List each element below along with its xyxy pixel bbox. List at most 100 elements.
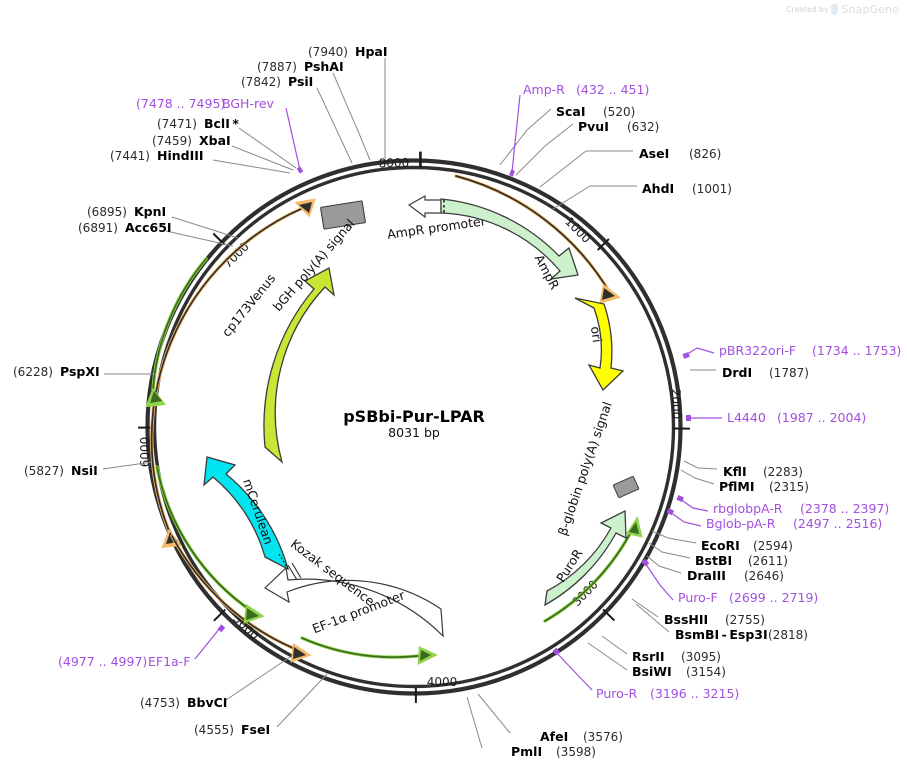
enzyme-pshai[interactable]: (7887) PshAI	[257, 59, 344, 74]
enzyme-nsii[interactable]: (5827) NsiI	[24, 463, 98, 478]
enzyme-bsshii[interactable]: BssHII (2755)	[664, 612, 765, 627]
enzyme-position: (5827)	[24, 464, 64, 478]
enzyme-pspxi[interactable]: (6228) PspXI	[13, 364, 100, 379]
enzyme-label: PflMI	[719, 479, 755, 494]
page-title: pSBbi-Pur-LPAR	[343, 407, 485, 426]
enzyme-position: (2646)	[744, 569, 784, 583]
enzyme-bsiwi[interactable]: BsiWI (3154)	[632, 664, 726, 679]
enzyme-position: (520)	[603, 105, 635, 119]
primer-range: (432 .. 451)	[576, 82, 649, 97]
primer-bglob-pa-r[interactable]: Bglob-pA-R (2497 .. 2516)	[706, 516, 882, 531]
feature-kozak[interactable]: Kozak sequence	[287, 536, 378, 609]
enzyme-rsrii[interactable]: RsrII (3095)	[632, 649, 721, 664]
enzyme-position: (2594)	[753, 539, 793, 553]
enzyme-pflmi[interactable]: PflMI (2315)	[719, 479, 809, 494]
orf-outline-tracks	[145, 174, 643, 666]
enzyme-bsmbi-esp3i[interactable]: BsmBI - Esp3I (2818)	[675, 627, 808, 642]
enzyme-position: (2755)	[725, 613, 765, 627]
enzyme-hindiii[interactable]: (7441) HindIII	[110, 148, 204, 163]
enzyme-label: Acc65I	[125, 220, 172, 235]
enzyme-psii[interactable]: (7842) PsiI	[241, 74, 313, 89]
enzyme-hpai[interactable]: (7940) HpaI	[308, 44, 388, 59]
tick-label-4000: 4000	[427, 675, 458, 689]
primer-rbglobpa-r[interactable]: rbglobpA-R (2378 .. 2397)	[713, 501, 889, 516]
primer-label: Puro-R	[596, 686, 637, 701]
enzyme-label: PshAI	[304, 59, 344, 74]
primer-label: BGH-rev	[222, 96, 275, 111]
enzyme-position: (7441)	[110, 149, 150, 163]
primer-amp-r[interactable]: Amp-R (432 .. 451)	[523, 82, 649, 97]
enzyme-kpni[interactable]: (6895) KpnI	[87, 204, 166, 219]
enzyme-label: BsmBI - Esp3I	[675, 627, 768, 642]
enzyme-position: (7940)	[308, 45, 348, 59]
enzyme-draiii[interactable]: DraIII (2646)	[687, 568, 784, 583]
enzyme-label: AseI	[639, 146, 669, 161]
feature-mcerulean[interactable]: mCerulean	[203, 456, 290, 571]
enzyme-position: (3598)	[556, 745, 596, 759]
feature-label-kozak: Kozak sequence	[288, 536, 378, 609]
enzyme-bbvci[interactable]: (4753) BbvCI	[140, 695, 227, 710]
enzyme-label: PsiI	[288, 74, 313, 89]
feature-ori[interactable]: ori	[574, 297, 625, 392]
enzyme-ahdi[interactable]: AhdI (1001)	[642, 181, 732, 196]
enzyme-pmli[interactable]: PmlI (3598)	[511, 744, 596, 759]
primer-bgh-rev[interactable]: (7478 .. 7495) BGH-rev	[136, 96, 275, 111]
enzyme-position: (2283)	[763, 465, 803, 479]
primer-ef1a-f[interactable]: (4977 .. 4997) EF1a-F	[58, 654, 190, 669]
primer-pbr322ori-f[interactable]: pBR322ori-F (1734 .. 1753)	[719, 343, 901, 358]
enzyme-drdi[interactable]: DrdI (1787)	[722, 365, 809, 380]
enzyme-label: KpnI	[134, 204, 166, 219]
enzyme-bstbi[interactable]: BstBI (2611)	[695, 553, 788, 568]
enzyme-position: (632)	[627, 120, 659, 134]
feature-ampr[interactable]: AmpR	[440, 198, 579, 292]
enzyme-scai[interactable]: ScaI (520)	[556, 104, 635, 119]
enzyme-xbai[interactable]: (7459) XbaI	[152, 133, 231, 148]
primer-range: (7478 .. 7495)	[136, 96, 225, 111]
enzyme-position: (7471)	[157, 117, 197, 131]
primer-label: Amp-R	[523, 82, 565, 97]
enzyme-position: (4753)	[140, 696, 180, 710]
primer-puro-f[interactable]: Puro-F (2699 .. 2719)	[678, 590, 818, 605]
enzyme-position: (3095)	[681, 650, 721, 664]
enzyme-label: AfeI	[540, 729, 568, 744]
primer-puro-r[interactable]: Puro-R (3196 .. 3215)	[596, 686, 739, 701]
enzyme-position: (1787)	[769, 366, 809, 380]
enzyme-label: PspXI	[60, 364, 100, 379]
enzyme-label: NsiI	[71, 463, 98, 478]
enzyme-position: (826)	[689, 147, 721, 161]
enzyme-position: (4555)	[194, 723, 234, 737]
enzyme-position: (6891)	[78, 221, 118, 235]
enzyme-label: DraIII	[687, 568, 726, 583]
primer-label: Bglob-pA-R	[706, 516, 776, 531]
feature-label-ori: ori	[588, 325, 605, 343]
enzyme-pvui[interactable]: PvuI (632)	[578, 119, 659, 134]
enzyme-label: EcoRI	[701, 538, 740, 553]
enzyme-label: ScaI	[556, 104, 586, 119]
enzyme-fsei[interactable]: (4555) FseI	[194, 722, 270, 737]
primer-range: (3196 .. 3215)	[650, 686, 739, 701]
enzyme-asei[interactable]: AseI (826)	[639, 146, 721, 161]
enzyme-kfli[interactable]: KflI (2283)	[723, 464, 803, 479]
enzyme-label: PmlI	[511, 744, 542, 759]
primer-range: (2699 .. 2719)	[729, 590, 818, 605]
enzyme-position: (7459)	[152, 134, 192, 148]
snapgene-watermark: Created by SnapGene	[786, 3, 899, 16]
enzyme-label: BssHII	[664, 612, 708, 627]
enzyme-label: XbaI	[199, 133, 231, 148]
feature-bglobin-polya[interactable]: β-globin poly(A) signal	[555, 400, 640, 538]
enzyme-ecori[interactable]: EcoRI (2594)	[701, 538, 793, 553]
feature-ampr-promoter[interactable]: AmpR promoter	[386, 194, 487, 242]
enzyme-label: KflI	[723, 464, 747, 479]
enzyme-acc65i[interactable]: (6891) Acc65I	[78, 220, 172, 235]
primer-label: L4440	[727, 410, 766, 425]
primer-l4440[interactable]: L4440 (1987 .. 2004)	[727, 410, 866, 425]
enzyme-label: AhdI	[642, 181, 674, 196]
enzyme-afei[interactable]: AfeI (3576)	[540, 729, 623, 744]
enzyme-label: FseI	[241, 722, 270, 737]
watermark-brand: SnapGene	[841, 3, 899, 16]
enzyme-position: (1001)	[692, 182, 732, 196]
enzyme-bcli[interactable]: (7471) BclI *	[157, 116, 239, 131]
primer-range: (1987 .. 2004)	[777, 410, 866, 425]
enzyme-position: (7842)	[241, 75, 281, 89]
